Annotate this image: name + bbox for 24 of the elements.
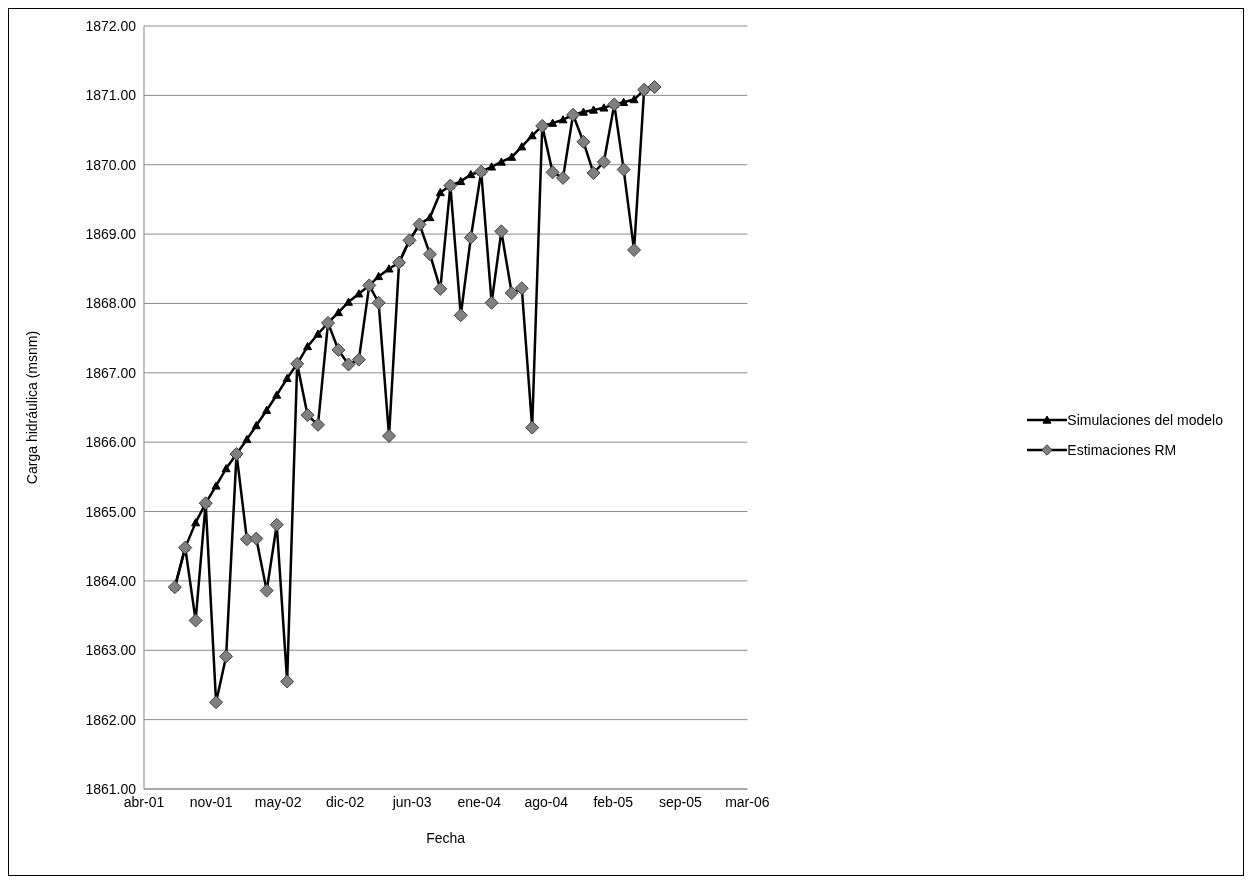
- legend-label: Simulaciones del modelo: [1067, 412, 1223, 428]
- x-tick-label: ene-04: [457, 793, 502, 810]
- x-tick-label: nov-01: [189, 793, 233, 810]
- y-tick-label: 1864.00: [85, 572, 137, 589]
- x-axis-title: Fecha: [426, 830, 466, 846]
- y-tick-label: 1870.00: [85, 156, 137, 173]
- y-tick-label: 1872.00: [85, 17, 137, 34]
- x-tick-label: feb-05: [593, 793, 634, 810]
- x-tick-label: mar-06: [725, 793, 770, 810]
- y-tick-label: 1869.00: [85, 226, 137, 243]
- x-tick-label: may-02: [254, 793, 302, 810]
- x-tick-label: jun-03: [391, 793, 432, 810]
- y-tick-label: 1865.00: [85, 503, 137, 520]
- x-tick-label: ago-04: [524, 793, 569, 810]
- x-tick-label: sep-05: [658, 793, 702, 810]
- y-tick-label: 1863.00: [85, 642, 137, 659]
- y-tick-label: 1867.00: [85, 364, 137, 381]
- x-tick-label: dic-02: [326, 793, 365, 810]
- y-tick-label: 1871.00: [85, 87, 137, 104]
- y-tick-label: 1866.00: [85, 434, 137, 451]
- y-axis-title: Carga hidráulica (msnm): [23, 330, 40, 485]
- legend-label: Estimaciones RM: [1067, 442, 1177, 458]
- y-tick-label: 1862.00: [85, 711, 137, 728]
- y-tick-label: 1868.00: [85, 295, 137, 312]
